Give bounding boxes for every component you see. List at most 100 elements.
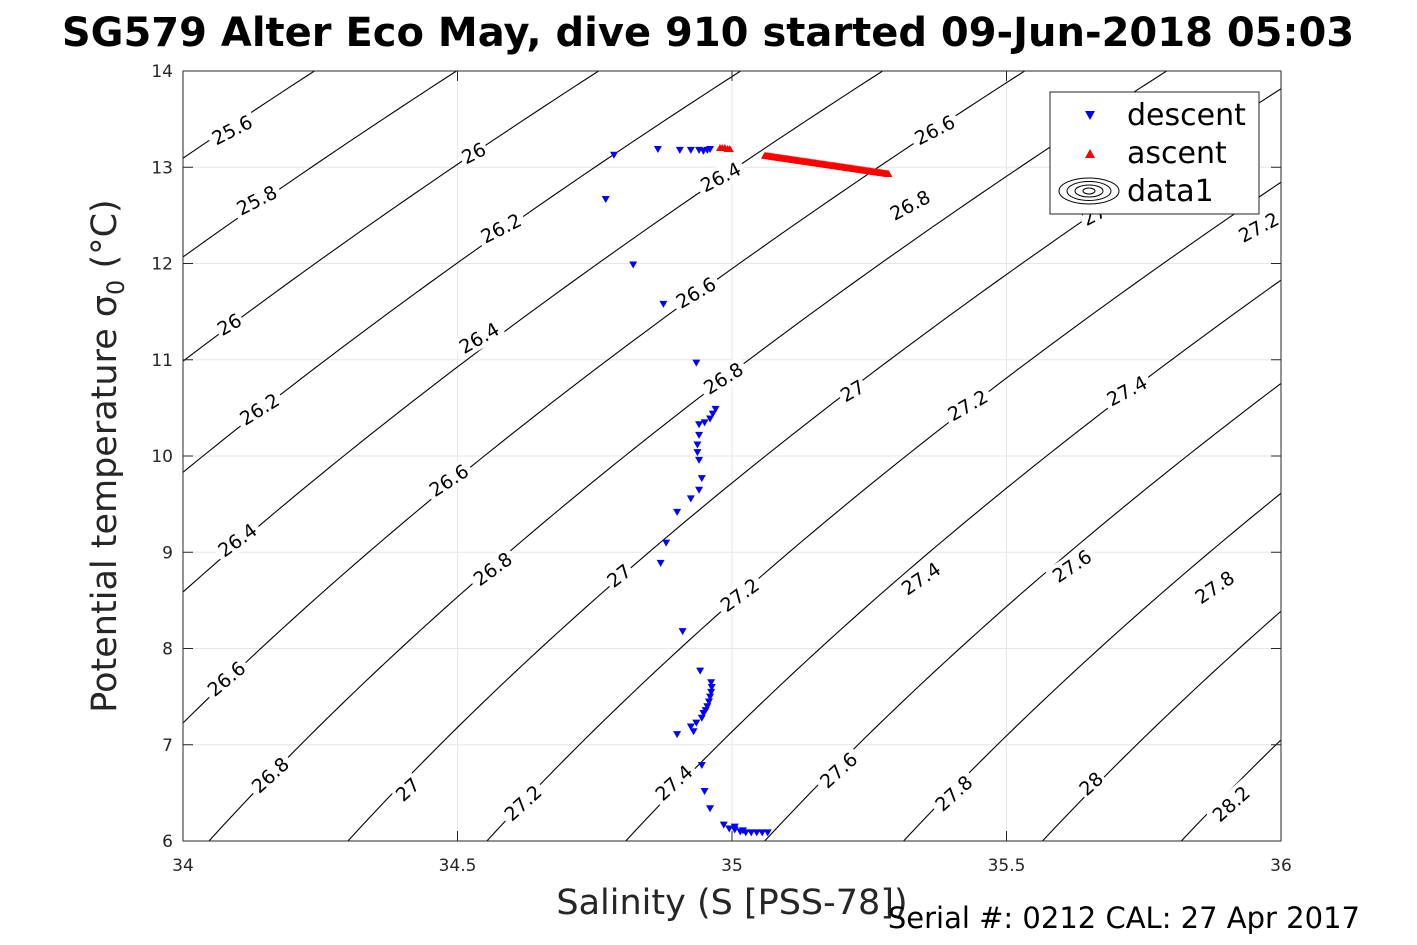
descent-point [695,456,704,464]
descent-point [692,719,701,727]
descent-point [673,508,682,516]
contour-label-bg [496,777,549,828]
contour-label-bg [893,555,948,602]
contour-label-bg [200,654,253,704]
descent-point [697,475,706,483]
y-tick-label: 8 [162,640,173,660]
descent-point [738,827,747,835]
descent-point [662,539,671,547]
descent-point [700,419,709,427]
descent-point [707,679,716,687]
y-axis-label-main: Potential temperature [85,317,125,713]
chart-title: SG579 Alter Eco May, dive 910 started 09… [62,10,1354,56]
y-axis-label-subscript: 0 [102,280,130,295]
contour-label-bg [1073,765,1109,801]
descent-point [609,151,618,159]
descent-point [692,359,701,367]
y-axis-label-sigma: σ [85,295,125,317]
descent-point [719,821,728,829]
descent-series [601,145,772,837]
descent-point [697,714,706,722]
contour-label-bg [834,374,870,408]
descent-point [700,787,709,795]
contour-line [208,71,1168,841]
contour-label-bg [232,386,287,432]
ascent-series [715,144,893,177]
descent-point [703,703,712,711]
descent-point [696,667,705,675]
descent-point [747,829,756,837]
descent-point [699,709,708,717]
descent-point [707,688,716,696]
contour-label-bg [927,768,980,818]
contour-label-bg [647,757,700,808]
legend-ascent-label: ascent [1127,136,1227,171]
descent-point [706,805,715,813]
contour-label-bg [229,178,284,222]
y-tick-label: 14 [151,62,173,82]
contour-label-bg [712,571,767,619]
descent-point [752,829,761,837]
descent-point [693,449,702,457]
axis-ticks: 34 34.5 35 35.5 36 6 7 8 9 10 11 12 13 14 [151,62,1291,876]
descent-point [763,829,772,837]
descent-point [711,405,720,413]
legend-ascent-marker [1085,149,1095,158]
contour-label-bg [210,516,265,564]
y-tick-label: 9 [162,543,173,563]
descent-point [695,146,704,154]
contour-label-bg [465,545,520,593]
contour-label-bg [601,558,637,593]
descent-point [601,196,610,204]
legend: descent ascent data1 [1049,91,1260,215]
descent-point [653,145,662,153]
y-tick-label: 6 [162,832,173,852]
y-tick-label: 7 [162,736,173,756]
descent-point [708,410,717,418]
descent-point [675,146,684,154]
contour-label-bg [1044,542,1099,589]
contour-line [763,382,1281,841]
contour-label-bg [244,749,297,800]
contour-label-bg [1099,369,1155,413]
y-tick-label: 11 [151,351,173,371]
descent-point [673,731,682,739]
y-tick-label: 12 [151,255,173,275]
y-tick-label: 10 [151,447,173,467]
contour-label-bg [421,457,476,504]
descent-point [706,415,715,423]
descent-point [686,495,695,503]
contour-label-bg [204,108,260,151]
x-axis-label: Salinity (S [PSS-78]) [556,883,907,923]
ascent-point [884,169,893,177]
descent-point [693,441,702,449]
legend-data1-marker [1058,177,1120,205]
x-tick-label: 34.5 [439,856,477,876]
legend-data1-label: data1 [1127,174,1214,209]
contour-label-bg [1231,205,1286,249]
descent-point [697,761,706,769]
descent-point [695,421,704,429]
descent-point [707,684,716,691]
serial-cal-label: Serial #: 0212 CAL: 27 Apr 2017 [888,901,1360,935]
descent-point [678,628,687,636]
ascent-point [715,144,724,151]
descent-point [730,823,739,831]
descent-point [689,728,698,736]
y-axis-label-unit: (°C) [85,199,125,279]
descent-point [704,698,713,706]
contour-label-bg [473,206,529,250]
contour-label-bg [812,745,865,795]
contour-line [183,71,458,258]
contour-line [183,71,600,362]
contour-label-bg [1204,778,1257,829]
contour-label-bg [882,183,938,227]
contour-label-bg [1187,563,1242,611]
contour-label-bg [451,315,507,360]
contour-label-bg [696,355,751,401]
legend-descent-label: descent [1127,98,1246,133]
descent-point [758,829,767,837]
descent-point [706,693,715,701]
contour-line [486,181,1281,841]
